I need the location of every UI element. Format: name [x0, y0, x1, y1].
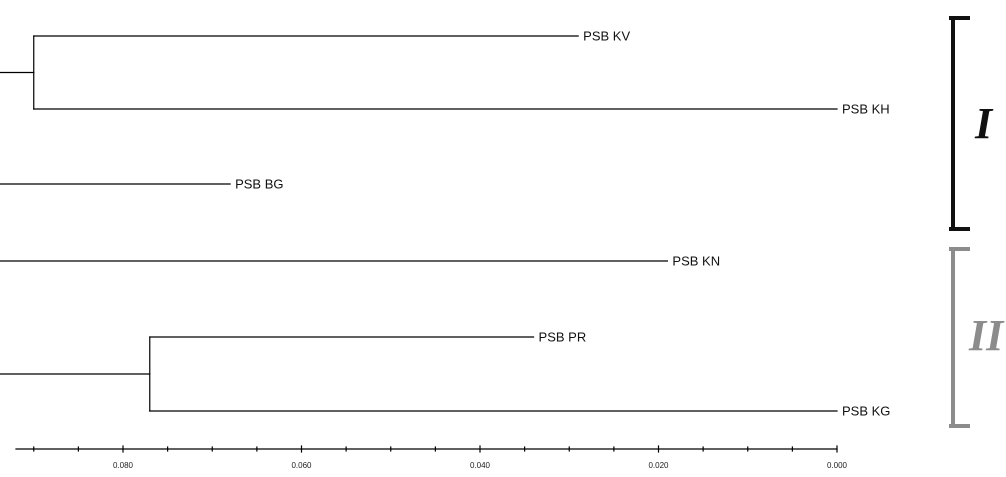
dendrogram-branches: [0, 35, 838, 412]
axis-tick-label-5: 0.020: [648, 461, 669, 470]
leaf-label-psb-pr: PSB PR: [539, 329, 587, 344]
leaf-label-psb-bg: PSB BG: [235, 176, 283, 191]
leaf-label-psb-kv: PSB KV: [583, 28, 630, 43]
leaf-labels: PSB KV PSB KH PSB BG PSB KN PSB PR PSB KG: [235, 28, 890, 418]
leaf-label-psb-kh: PSB KH: [842, 101, 890, 116]
group-bracket-i: I: [949, 16, 994, 231]
leaf-label-psb-kn: PSB KN: [672, 253, 720, 268]
axis-tick-label-4: 0.040: [470, 461, 491, 470]
cluster-groups: III: [949, 16, 1005, 428]
axis-tick-label-2: 0.080: [113, 461, 134, 470]
axis-tick-label-6: 0.000: [827, 461, 848, 470]
group-label-i: I: [974, 99, 994, 148]
leaf-label-psb-kg: PSB KG: [842, 403, 890, 418]
axis-tick-label-3: 0.060: [291, 461, 312, 470]
group-label-ii: II: [968, 311, 1005, 360]
group-bracket-ii: II: [949, 247, 1005, 428]
